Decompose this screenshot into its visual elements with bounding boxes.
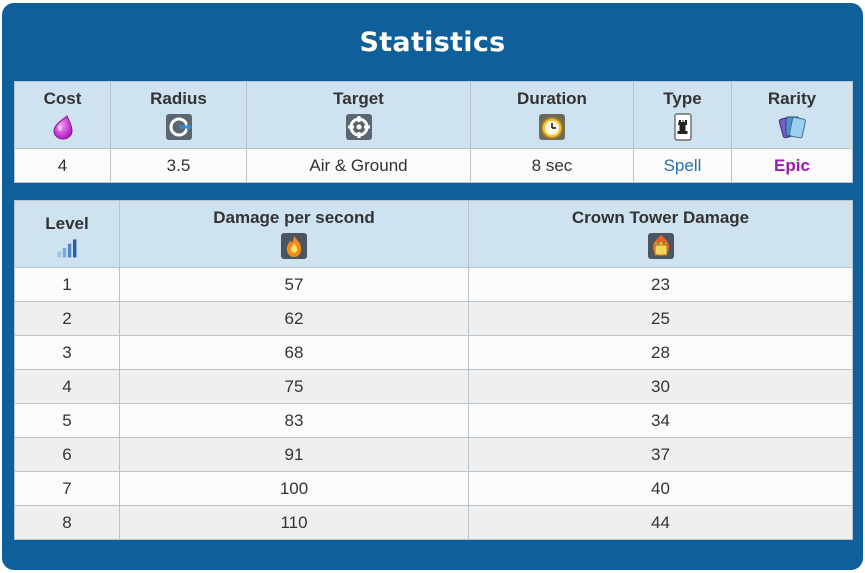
level-cell: 1 [14,267,120,302]
dps-cell: 68 [119,335,469,370]
crown-cell: 30 [468,369,853,404]
header-crown-label: Crown Tower Damage [571,208,750,227]
level-cell: 6 [14,437,120,472]
header-target: Target [246,81,471,149]
table-row: 1 57 23 [14,267,853,302]
table-row: 6 91 37 [14,437,853,472]
header-crown: Crown Tower Damage [468,200,853,268]
crown-tower-damage-icon [647,233,674,259]
level-cell: 4 [14,369,120,404]
rarity-value: Epic [731,148,853,183]
crown-cell: 44 [468,505,853,540]
table-row: 8 110 44 [14,505,853,540]
crown-cell: 40 [468,471,853,506]
levels-table: Level Damage per second Crown Tower Dama… [14,200,853,540]
crown-cell: 23 [468,267,853,302]
header-type: Type [633,81,732,149]
level-cell: 3 [14,335,120,370]
dps-cell: 57 [119,267,469,302]
table-row: 3 68 28 [14,335,853,370]
cards-stack-icon [778,116,806,139]
header-cost-label: Cost [43,89,82,108]
header-level: Level [14,200,120,268]
crown-cell: 25 [468,301,853,336]
table-row: 7 100 40 [14,471,853,506]
crown-cell: 37 [468,437,853,472]
fire-damage-icon [281,233,307,259]
stats-table: Cost Radius Target [14,81,853,183]
level-bars-icon [57,239,77,258]
header-rarity-label: Rarity [767,89,817,108]
duration-value: 8 sec [470,148,634,183]
type-value-link[interactable]: Spell [633,148,732,183]
level-cell: 2 [14,301,120,336]
dps-cell: 83 [119,403,469,438]
levels-header-row: Level Damage per second Crown Tower Dama… [14,200,853,268]
panel-title: Statistics [359,27,506,58]
header-radius-label: Radius [150,89,207,108]
dps-cell: 110 [119,505,469,540]
dps-cell: 100 [119,471,469,506]
clock-icon [539,114,565,140]
level-cell: 5 [14,403,120,438]
level-cell: 8 [14,505,120,540]
header-dps-label: Damage per second [213,208,375,227]
dps-cell: 75 [119,369,469,404]
radius-icon [165,114,192,140]
header-rarity: Rarity [731,81,853,149]
header-duration-label: Duration [517,89,587,108]
dps-cell: 62 [119,301,469,336]
header-target-label: Target [333,89,384,108]
crown-cell: 34 [468,403,853,438]
table-row: 2 62 25 [14,301,853,336]
statistics-panel: Statistics Cost Radius [2,3,863,570]
header-cost: Cost [14,81,111,149]
stats-header-row: Cost Radius Target [14,81,853,149]
target-value: Air & Ground [246,148,471,183]
table-row: 4 75 30 [14,369,853,404]
dps-cell: 91 [119,437,469,472]
header-dps: Damage per second [119,200,469,268]
header-type-label: Type [663,89,702,108]
elixir-drop-icon [52,115,73,140]
cost-value: 4 [14,148,111,183]
crown-cell: 28 [468,335,853,370]
crosshair-target-icon [345,114,372,140]
stats-value-row: 4 3.5 Air & Ground 8 sec Spell Epic [14,148,853,183]
tower-card-icon [673,113,692,141]
level-cell: 7 [14,471,120,506]
table-row: 5 83 34 [14,403,853,438]
radius-value: 3.5 [110,148,247,183]
header-duration: Duration [470,81,634,149]
header-radius: Radius [110,81,247,149]
header-level-label: Level [45,214,89,233]
